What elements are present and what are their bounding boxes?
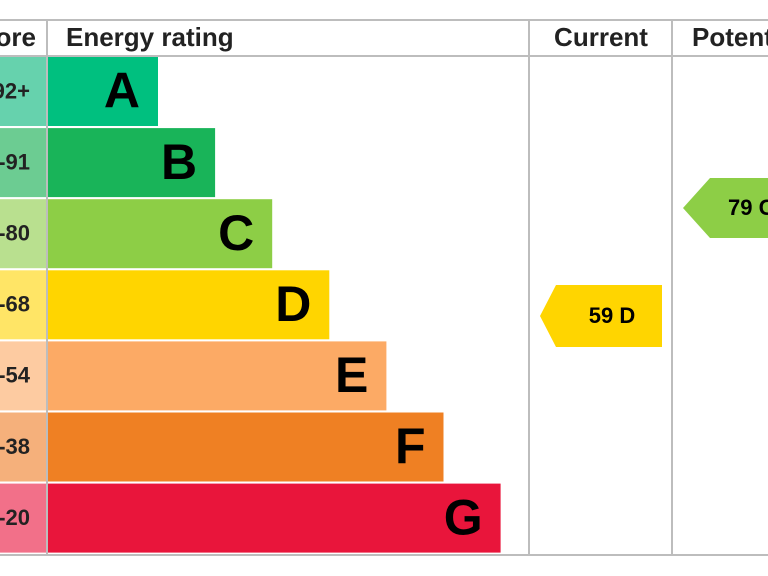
current-rating: 59 D [589,303,635,328]
score-cell [0,341,46,411]
score-range: 1-20 [0,505,30,530]
potential-rating: 79 C [728,195,768,220]
score-range: 39-54 [0,363,31,388]
score-cell [0,57,46,126]
rating-bar [48,128,216,198]
rating-letter: D [275,276,311,332]
rating-bar [48,199,273,269]
score-range: 21-38 [0,434,30,459]
rating-letter: B [161,134,197,190]
rating-header: Energy rating [66,22,234,52]
potential-arrow [683,178,768,238]
rating-bar [48,57,158,126]
rating-bar [48,341,387,411]
score-range: 55-68 [0,292,30,317]
score-cell [0,412,46,482]
rating-bar [48,270,330,340]
rating-letter: G [444,489,483,545]
rating-bar [48,412,444,482]
current-header: Current [554,22,648,52]
score-cell [0,483,46,553]
score-cell [0,270,46,340]
score-range: 81-91 [0,149,30,174]
score-cell [0,128,46,198]
rating-letter: A [104,63,140,119]
rating-letter: E [335,347,368,403]
score-header: Score [0,22,36,52]
current-arrow [540,285,662,347]
score-cell [0,199,46,269]
potential-header: Potential [692,22,768,52]
rating-letter: F [395,418,426,474]
score-range: 92+ [0,78,30,103]
rating-bar [48,483,501,553]
score-range: 69-80 [0,221,30,246]
rating-letter: C [218,205,254,261]
